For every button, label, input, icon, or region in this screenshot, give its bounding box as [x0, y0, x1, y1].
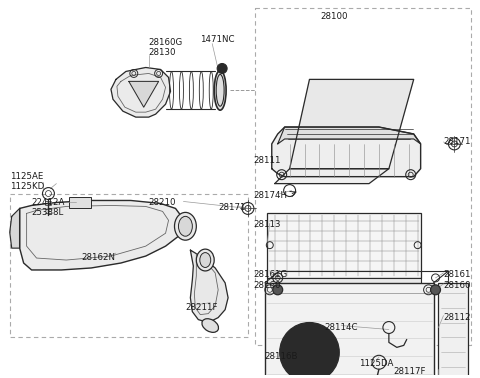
Circle shape	[280, 322, 339, 378]
Ellipse shape	[196, 249, 214, 271]
Polygon shape	[272, 127, 420, 177]
Text: 28210: 28210	[149, 198, 176, 208]
Text: 28113: 28113	[253, 220, 280, 229]
Polygon shape	[289, 79, 414, 169]
Text: 28117F: 28117F	[394, 367, 426, 376]
Circle shape	[288, 330, 331, 374]
Text: 28100: 28100	[321, 12, 348, 21]
Text: 1471NC: 1471NC	[200, 35, 235, 44]
Text: 28161: 28161	[444, 270, 471, 279]
Text: 28112: 28112	[444, 313, 471, 322]
Bar	[267, 278, 420, 284]
Bar	[439, 283, 468, 378]
Text: 28130: 28130	[149, 48, 176, 57]
Ellipse shape	[431, 285, 441, 295]
Bar	[69, 197, 91, 208]
Circle shape	[217, 64, 227, 73]
Ellipse shape	[214, 70, 226, 110]
Circle shape	[296, 338, 324, 366]
Ellipse shape	[202, 319, 218, 332]
Text: 28111: 28111	[253, 156, 280, 165]
Text: 28114C: 28114C	[324, 322, 358, 332]
Text: 28116B: 28116B	[265, 352, 298, 361]
Bar	[10, 194, 248, 338]
Polygon shape	[111, 68, 170, 117]
Ellipse shape	[200, 253, 211, 268]
Text: 28174H: 28174H	[253, 191, 287, 200]
Text: 28160: 28160	[253, 281, 280, 290]
Polygon shape	[191, 250, 228, 322]
Polygon shape	[129, 81, 158, 107]
Ellipse shape	[179, 216, 192, 236]
Text: 28160: 28160	[444, 281, 471, 290]
Text: 1125KD: 1125KD	[10, 181, 44, 191]
Text: 22412A: 22412A	[32, 198, 65, 208]
Text: 28171: 28171	[444, 137, 471, 146]
Text: 1125DA: 1125DA	[359, 359, 394, 368]
Polygon shape	[275, 169, 389, 184]
Text: 28171: 28171	[218, 203, 246, 212]
Ellipse shape	[273, 285, 283, 295]
Bar	[267, 214, 420, 278]
Text: 1125AE: 1125AE	[10, 172, 43, 181]
Bar	[265, 283, 433, 378]
Polygon shape	[10, 208, 20, 248]
Bar	[255, 8, 471, 345]
Text: 25388L: 25388L	[32, 208, 64, 217]
Text: 28160G: 28160G	[149, 38, 183, 47]
Text: 28211F: 28211F	[185, 303, 218, 312]
Polygon shape	[278, 127, 420, 144]
Text: 28162N: 28162N	[81, 253, 115, 262]
Text: 28161G: 28161G	[253, 270, 287, 279]
Polygon shape	[20, 200, 183, 270]
Ellipse shape	[175, 212, 196, 240]
